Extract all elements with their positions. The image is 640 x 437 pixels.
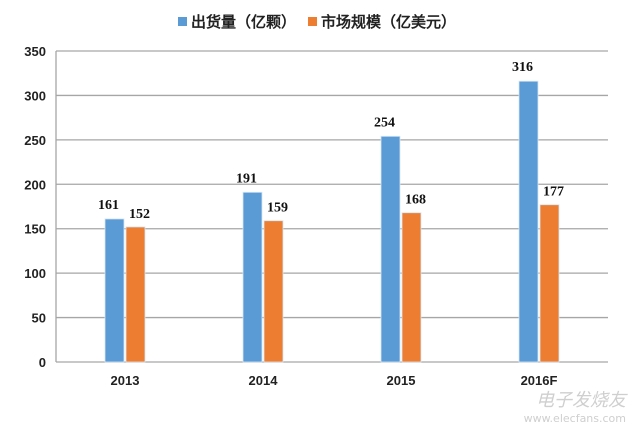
legend-label: 出货量（亿颗） (191, 13, 296, 31)
data-label: 177 (543, 185, 564, 200)
data-label: 168 (405, 193, 426, 208)
data-label: 254 (374, 115, 395, 130)
y-tick-label: 250 (24, 133, 46, 148)
y-tick-label: 300 (24, 88, 46, 103)
watermark-url: www.elecfans.com (523, 412, 626, 425)
bar-shipments (380, 135, 401, 363)
legend-label: 市场规模（亿美元） (321, 13, 456, 31)
bar-shipments (104, 218, 125, 363)
data-label: 152 (129, 207, 150, 222)
watermark-logo: 电子发烧友 www.elecfans.com (524, 386, 626, 425)
data-label: 191 (236, 171, 257, 186)
bar-market (263, 220, 284, 363)
bar-market (401, 212, 422, 363)
legend-swatch (308, 17, 318, 26)
legend-swatch (178, 17, 187, 26)
y-tick-label: 50 (32, 311, 46, 326)
x-tick-label: 2015 (387, 373, 416, 388)
watermark-cn: 电子发烧友 (536, 390, 626, 411)
bar-shipments (518, 80, 539, 363)
y-tick-label: 150 (24, 222, 46, 237)
x-tick-label: 2014 (249, 373, 279, 388)
x-tick-label: 2016F (521, 373, 558, 388)
bar-shipments (242, 191, 263, 363)
bar-market (539, 204, 560, 363)
y-tick-label: 350 (24, 44, 46, 59)
y-tick-label: 200 (24, 177, 46, 192)
data-label: 316 (512, 60, 533, 75)
bar-market (125, 226, 146, 363)
x-tick-label: 2013 (111, 373, 140, 388)
data-label: 159 (267, 201, 288, 216)
y-tick-label: 0 (39, 355, 46, 370)
data-label: 161 (98, 198, 119, 213)
y-tick-label: 100 (24, 266, 46, 281)
